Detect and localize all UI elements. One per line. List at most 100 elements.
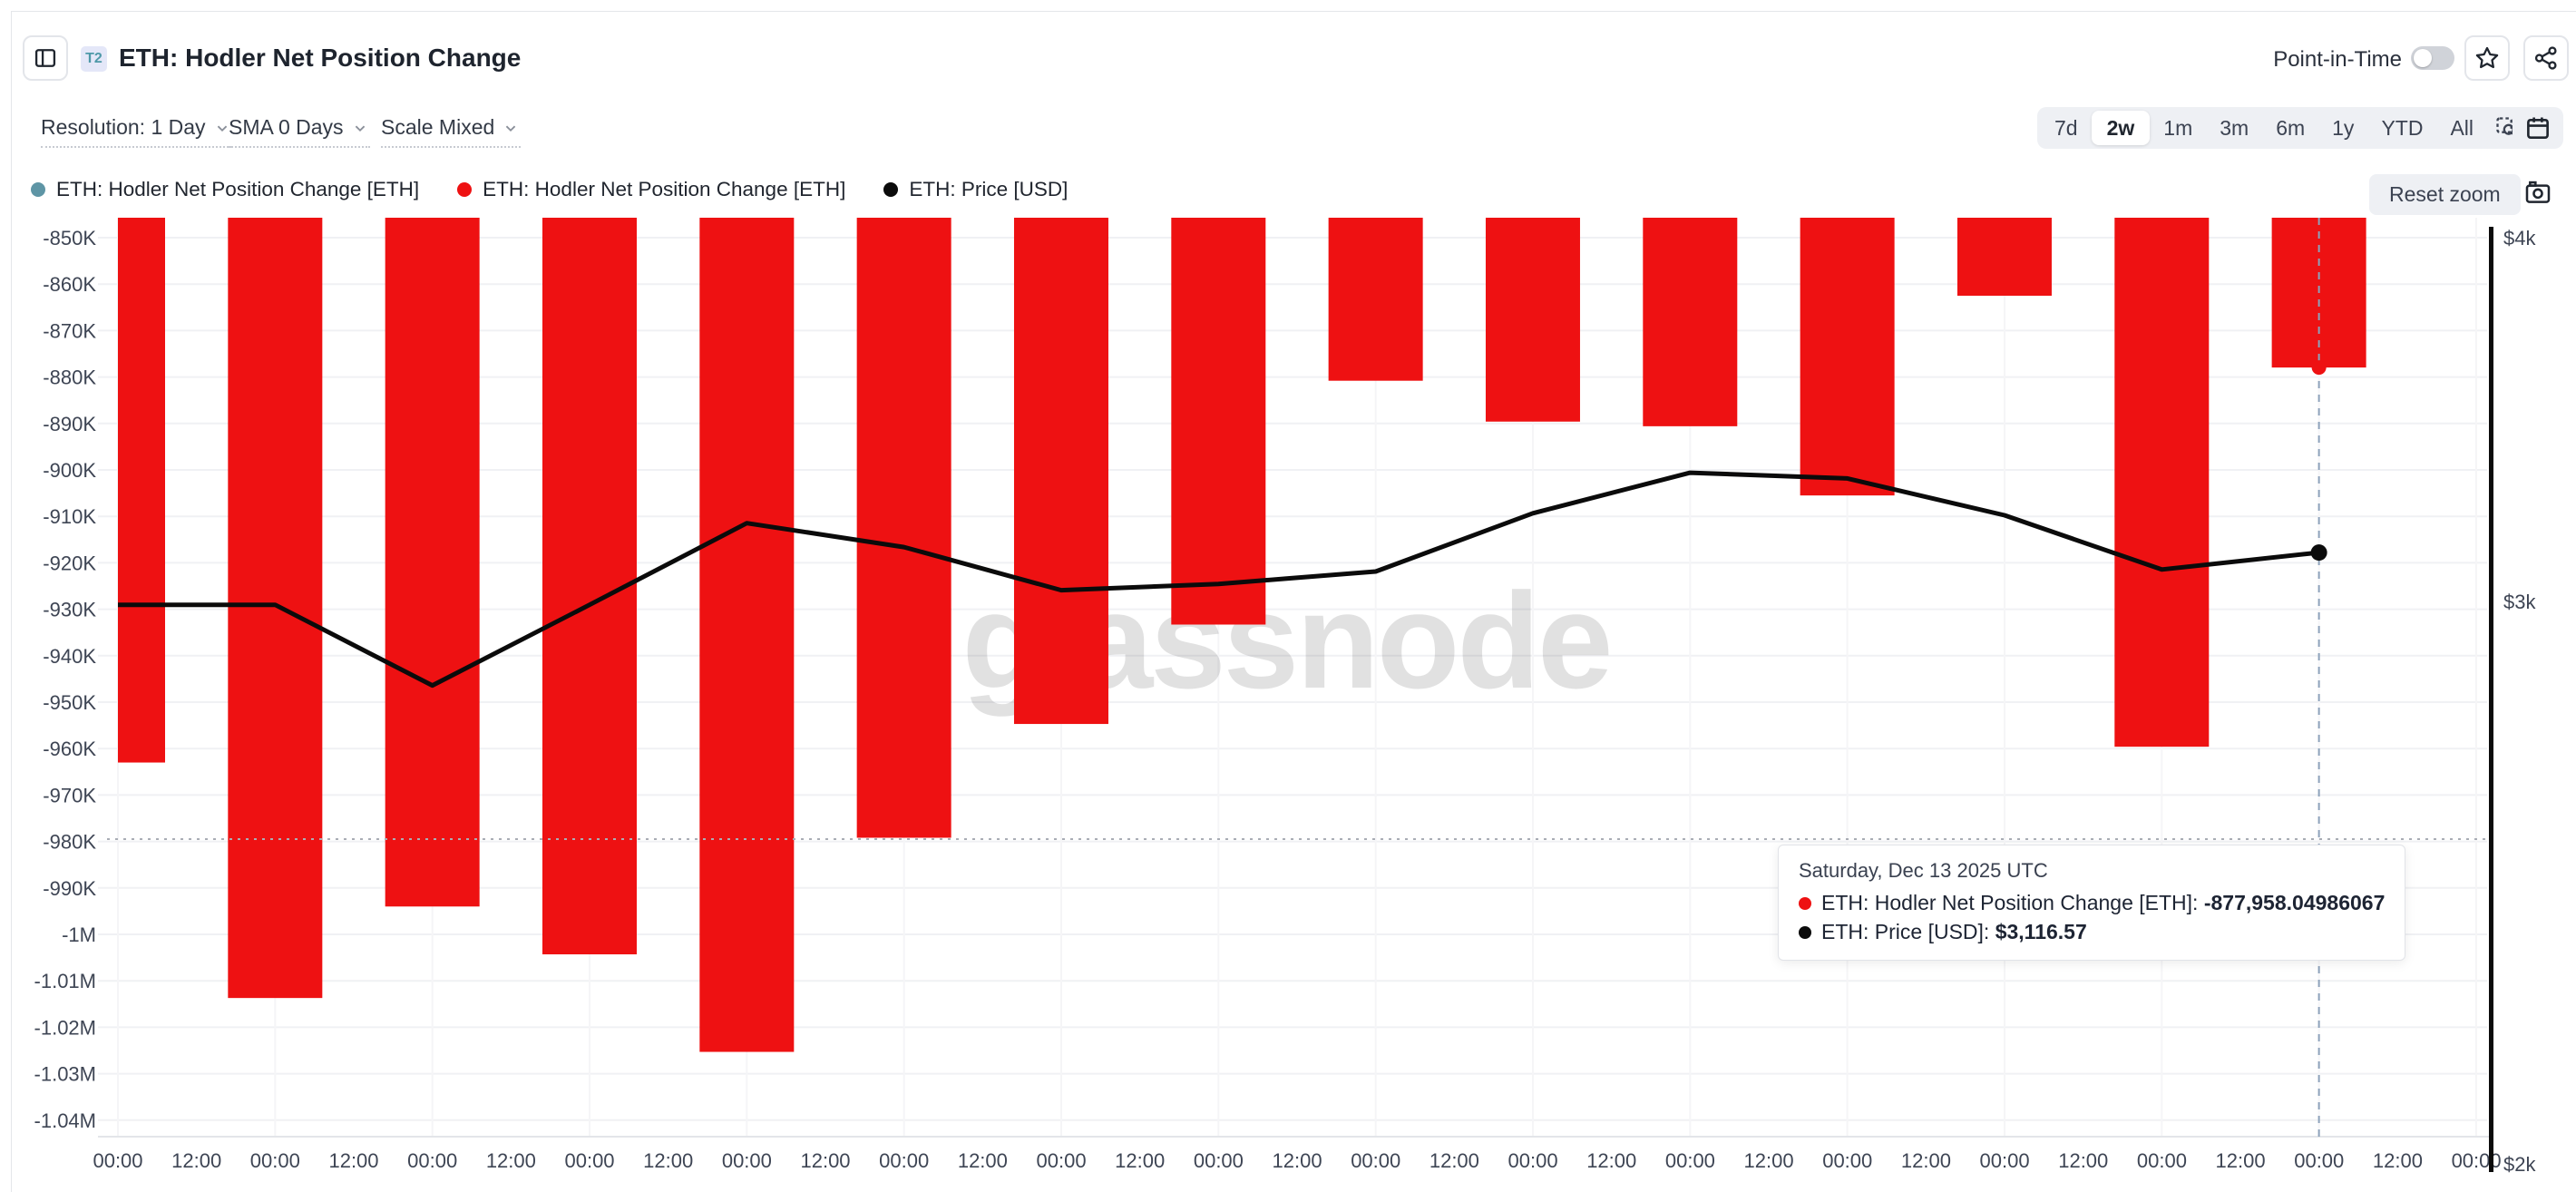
price-axis-label: $2k: [2503, 1153, 2536, 1176]
tooltip-series-dot: [1799, 896, 1811, 910]
tooltip-series-value: $3,116.57: [1995, 920, 2087, 943]
x-axis-label: 12:00: [171, 1149, 221, 1172]
favorite-button[interactable]: [2464, 35, 2510, 81]
x-axis-label: 00:00: [879, 1149, 929, 1172]
range-button-all[interactable]: All: [2450, 116, 2474, 140]
time-range-selector: 7d 2w 1m 3m 6m 1y YTD All: [2037, 107, 2531, 149]
share-icon: [2534, 46, 2557, 70]
x-axis-label: 00:00: [564, 1149, 614, 1172]
legend-item-1[interactable]: ETH: Hodler Net Position Change [ETH]: [457, 178, 845, 201]
x-axis-label: 00:00: [2294, 1149, 2344, 1172]
chevron-down-icon: [217, 125, 227, 132]
calendar-button[interactable]: [2513, 107, 2563, 149]
range-button-1y[interactable]: 1y: [2332, 116, 2355, 140]
x-axis-label: 12:00: [1586, 1149, 1636, 1172]
workspace-badge: T2: [81, 46, 107, 72]
chevron-down-icon: [355, 125, 365, 132]
chart-tooltip: Saturday, Dec 13 2025 UTC ETH: Hodler Ne…: [1778, 845, 2406, 961]
price-highlight-marker: [2310, 544, 2327, 562]
y-axis-label: -1.02M: [34, 1016, 96, 1039]
y-axis-label: -960K: [43, 738, 96, 760]
x-axis-label: 12:00: [800, 1149, 850, 1172]
range-button-ytd[interactable]: YTD: [2381, 116, 2424, 140]
range-button-3m[interactable]: 3m: [2220, 116, 2249, 140]
point-in-time-label: Point-in-Time: [2273, 47, 2402, 72]
tooltip-series-text: ETH: Price [USD]: $3,116.57: [1821, 920, 2087, 943]
bar[interactable]: [228, 218, 323, 999]
y-axis-label: -980K: [43, 831, 96, 854]
bar-highlight-marker: [2311, 360, 2327, 376]
page-title: ETH: Hodler Net Position Change: [119, 44, 522, 72]
share-button[interactable]: [2523, 35, 2569, 81]
tooltip-row-0: ETH: Hodler Net Position Change [ETH]: -…: [1799, 891, 2385, 915]
x-axis-label: 00:00: [722, 1149, 772, 1172]
toggle-knob: [2414, 49, 2432, 67]
legend-item-0[interactable]: ETH: Hodler Net Position Change [ETH]: [31, 178, 419, 201]
legend-dot: [31, 182, 45, 197]
price-axis-label: $4k: [2503, 227, 2536, 249]
legend-item-2[interactable]: ETH: Price [USD]: [883, 178, 1068, 201]
x-axis-label: 00:00: [2452, 1149, 2502, 1172]
bar[interactable]: [1956, 218, 2052, 296]
y-axis-label: -940K: [43, 645, 96, 668]
dropdown-resolution[interactable]: Resolution: 1 Day: [41, 115, 232, 148]
x-axis-label: 00:00: [1194, 1149, 1244, 1172]
dropdown-label: Scale Mixed: [381, 115, 495, 139]
bar[interactable]: [1328, 218, 1423, 381]
legend-label: ETH: Price [USD]: [909, 178, 1068, 200]
bar[interactable]: [1643, 218, 1738, 426]
range-button-1m[interactable]: 1m: [2163, 116, 2193, 140]
bar[interactable]: [1013, 218, 1108, 725]
x-axis-label: 12:00: [643, 1149, 693, 1172]
tooltip-series-text: ETH: Hodler Net Position Change [ETH]: -…: [1821, 891, 2386, 914]
x-axis-label: 00:00: [1037, 1149, 1087, 1172]
price-axis-label: $3k: [2503, 591, 2536, 613]
sidebar-toggle-button[interactable]: [23, 35, 68, 81]
chevron-down-icon: [506, 125, 516, 132]
y-axis-label: -990K: [43, 877, 96, 900]
x-axis-label: 12:00: [2058, 1149, 2108, 1172]
y-axis-label: -860K: [43, 273, 96, 296]
x-axis-label: 12:00: [1115, 1149, 1165, 1172]
bar[interactable]: [1171, 218, 1266, 625]
bar[interactable]: [699, 218, 795, 1052]
x-axis-label: 00:00: [1351, 1149, 1400, 1172]
tooltip-date: Saturday, Dec 13 2025 UTC: [1799, 859, 2048, 882]
bar[interactable]: [385, 218, 480, 907]
panel-left-icon: [34, 49, 56, 67]
y-axis-label: -1.04M: [34, 1109, 96, 1132]
y-axis-label: -850K: [43, 227, 96, 249]
legend-dot: [457, 182, 473, 197]
x-axis-label: 12:00: [1744, 1149, 1794, 1172]
x-axis-label: 00:00: [407, 1149, 457, 1172]
x-axis-label: 12:00: [328, 1149, 378, 1172]
tooltip-rows: ETH: Hodler Net Position Change [ETH]: -…: [1799, 891, 2385, 944]
range-button-7d[interactable]: 7d: [2054, 116, 2078, 140]
price-line: [118, 470, 2319, 689]
bar[interactable]: [1800, 218, 1895, 496]
tooltip-series-value: -877,958.04986067: [2203, 891, 2386, 914]
range-button-2w[interactable]: 2w: [2091, 111, 2151, 145]
range-buttons: 7d 2w 1m 3m 6m 1y YTD All: [2041, 107, 2487, 149]
legend-dot: [883, 182, 899, 197]
x-axis-label: 00:00: [93, 1149, 142, 1172]
x-axis-label: 00:00: [2137, 1149, 2187, 1172]
y-axis-label: -910K: [43, 505, 96, 528]
tooltip-series-dot: [1799, 925, 1811, 939]
bar[interactable]: [2114, 218, 2210, 747]
range-button-6m[interactable]: 6m: [2276, 116, 2306, 140]
bar[interactable]: [856, 218, 951, 838]
y-axis-label: -1.01M: [34, 970, 96, 992]
star-icon: [2475, 46, 2499, 69]
y-axis-label: -870K: [43, 319, 96, 342]
reset-zoom-button[interactable]: Reset zoom: [2369, 174, 2521, 215]
point-in-time-toggle[interactable]: [2411, 46, 2454, 70]
bar[interactable]: [118, 218, 165, 763]
y-axis-label: -950K: [43, 691, 96, 714]
dropdown-sma[interactable]: SMA 0 Days: [229, 115, 370, 148]
dropdown-scale[interactable]: Scale Mixed: [381, 115, 522, 148]
screenshot-button[interactable]: [2523, 178, 2552, 207]
bar[interactable]: [1485, 218, 1580, 422]
y-axis-label: -920K: [43, 552, 96, 574]
